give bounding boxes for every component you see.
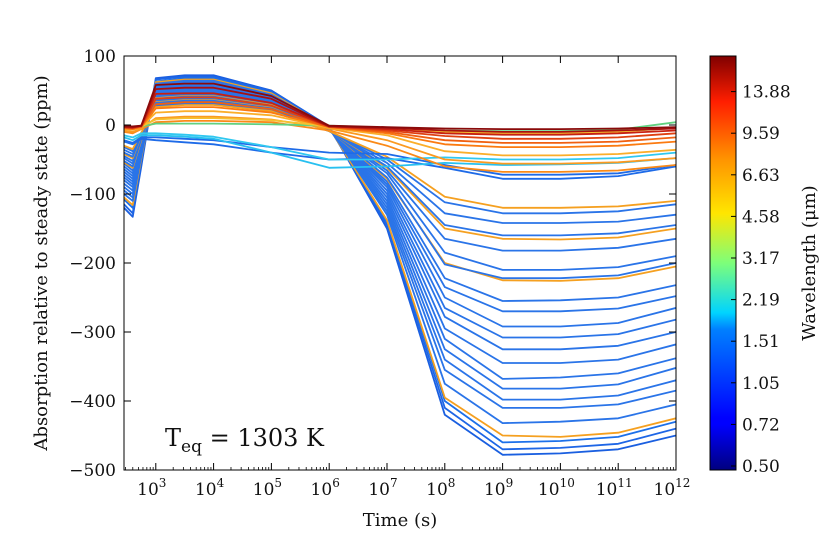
y-axis: 100 0 −100 −200 −300 −400 −500 — [69, 47, 676, 481]
colorbar-tick-label: 0.72 — [742, 415, 780, 435]
plot-area: 103 104 105 106 107 108 109 1010 1011 1012 100 0 −1… — [69, 47, 690, 500]
colorbar-tick-label: 13.88 — [742, 83, 791, 103]
x-axis-label: Time (s) — [363, 510, 438, 531]
colorbar-label: Wavelength (μm) — [799, 185, 820, 340]
x-tick-label: 104 — [195, 476, 225, 500]
temperature-annotation: Teq = 1303 K — [165, 424, 325, 457]
series-line-25 — [124, 136, 676, 176]
y-tick-label: −300 — [69, 323, 116, 343]
colorbar-tick-label: 1.05 — [742, 374, 780, 394]
x-tick-label: 1011 — [596, 476, 633, 500]
series-line-38 — [124, 82, 676, 131]
colorbar-tick-label: 0.50 — [742, 457, 780, 477]
colorbar-tick-label: 4.58 — [742, 207, 780, 227]
colorbar-tick-label: 9.59 — [742, 124, 780, 144]
series-line-28 — [124, 120, 676, 173]
colorbar-tick-label: 1.51 — [742, 332, 780, 352]
colorbar: 0.50 0.72 1.05 1.51 2.19 3.17 4.58 6.63 9.59 13.8… — [709, 55, 820, 477]
colorbar-ticks: 0.50 0.72 1.05 1.51 2.19 3.17 4.58 6.63 9.59 13.8… — [731, 83, 791, 477]
y-tick-label: −500 — [69, 461, 116, 481]
x-tick-label: 107 — [368, 476, 397, 500]
y-tick-label: 0 — [105, 116, 116, 136]
x-tick-label: 108 — [426, 476, 455, 500]
y-tick-label: −400 — [69, 392, 116, 412]
x-tick-label: 103 — [137, 476, 166, 500]
colorbar-tick-label: 3.17 — [742, 249, 780, 269]
x-tick-label: 109 — [484, 476, 513, 500]
colorbar-tick-label: 2.19 — [742, 291, 780, 311]
x-tick-label: 1010 — [538, 476, 575, 500]
x-axis: 103 104 105 106 107 108 109 1010 1011 1012 — [125, 56, 691, 500]
y-axis-label: Absorption relative to steady state (ppm… — [31, 75, 52, 451]
series-line-27 — [124, 132, 676, 161]
y-tick-label: 100 — [84, 47, 116, 67]
x-tick-label: 105 — [253, 476, 282, 500]
x-tick-label: 1012 — [654, 476, 691, 500]
y-tick-label: −100 — [69, 185, 116, 205]
colorbar-gradient — [709, 55, 737, 471]
colorbar-tick-label: 6.63 — [742, 166, 780, 186]
series-line-24 — [124, 137, 676, 180]
series-group — [124, 74, 676, 456]
x-tick-label: 106 — [311, 476, 340, 500]
y-tick-label: −200 — [69, 254, 116, 274]
